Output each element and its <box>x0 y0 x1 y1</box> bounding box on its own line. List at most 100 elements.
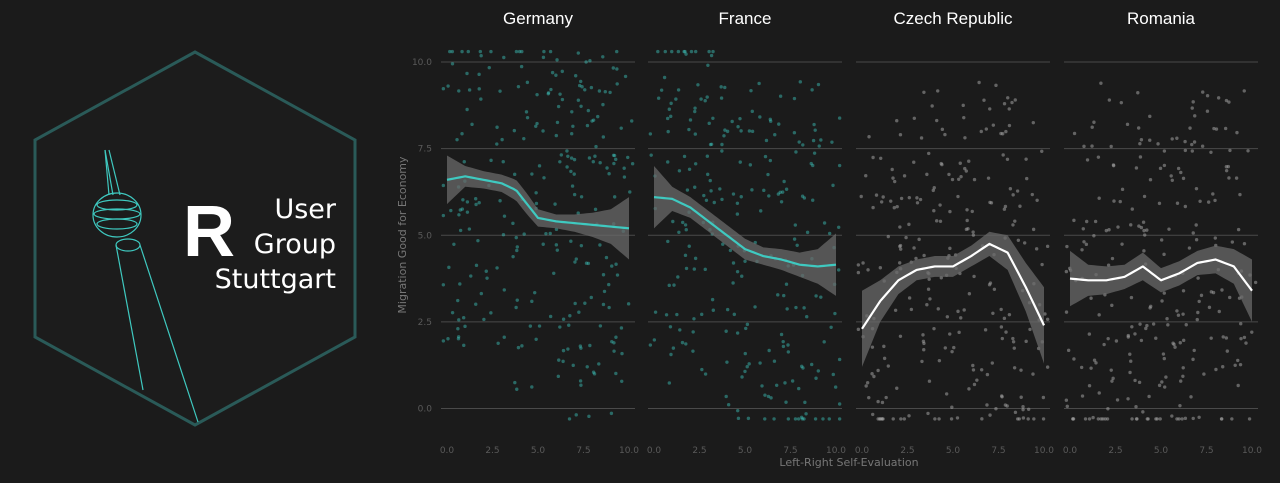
data-point <box>792 131 797 135</box>
data-point <box>949 417 954 421</box>
data-point <box>687 167 692 171</box>
data-point <box>614 262 618 266</box>
data-point <box>1106 336 1110 341</box>
data-point <box>1142 249 1146 253</box>
data-point <box>1019 368 1023 372</box>
data-point <box>511 221 515 226</box>
data-point <box>739 195 743 199</box>
data-point <box>732 312 737 317</box>
data-point <box>723 85 727 90</box>
data-point <box>1094 361 1098 365</box>
data-point <box>542 49 546 54</box>
data-point <box>1138 155 1143 159</box>
data-point <box>961 103 965 108</box>
data-point <box>649 153 653 157</box>
data-point <box>782 179 786 184</box>
data-point <box>1097 313 1101 317</box>
data-point <box>1162 356 1166 361</box>
data-point <box>1221 365 1225 369</box>
data-point <box>757 81 761 86</box>
data-point <box>931 188 935 193</box>
data-point <box>1184 323 1188 327</box>
data-point <box>720 197 724 202</box>
data-point <box>1045 365 1050 369</box>
data-point <box>1032 417 1036 421</box>
data-point <box>525 80 530 85</box>
data-point <box>1192 348 1196 353</box>
data-point <box>684 266 689 271</box>
data-point <box>620 379 624 383</box>
data-point <box>711 49 715 54</box>
data-point <box>535 121 539 126</box>
data-point <box>898 247 903 251</box>
data-point <box>805 230 810 235</box>
data-point <box>1084 242 1089 247</box>
data-point <box>1002 316 1007 321</box>
data-point <box>876 399 880 404</box>
data-point <box>1106 263 1111 267</box>
data-point <box>1141 220 1146 224</box>
facet-title: Czech Republic <box>893 9 1013 28</box>
data-point <box>814 294 818 298</box>
data-point <box>1106 407 1110 411</box>
data-point <box>940 162 944 167</box>
data-point <box>928 297 932 301</box>
data-point <box>1008 187 1013 191</box>
data-point <box>457 213 461 217</box>
data-point <box>1087 332 1092 336</box>
data-point <box>1099 81 1103 85</box>
data-point <box>1196 276 1200 280</box>
data-point <box>983 328 988 332</box>
data-point <box>710 297 715 302</box>
data-point <box>871 412 875 417</box>
data-point <box>474 302 478 306</box>
data-point <box>498 89 502 93</box>
data-point <box>682 154 687 159</box>
data-point <box>922 90 926 94</box>
data-point <box>515 298 519 302</box>
data-point <box>722 134 726 138</box>
data-point <box>520 49 524 54</box>
data-point <box>769 119 773 123</box>
data-point <box>1003 403 1008 407</box>
data-point <box>785 307 789 311</box>
data-point <box>979 368 984 372</box>
data-point <box>822 340 826 344</box>
data-point <box>696 83 700 87</box>
data-point <box>473 197 478 201</box>
data-point <box>1223 126 1228 131</box>
x-tick-label: 10.0 <box>619 446 639 456</box>
data-point <box>446 337 450 341</box>
data-point <box>1235 130 1239 135</box>
data-point <box>1040 262 1044 267</box>
data-point <box>1205 109 1210 113</box>
data-point <box>514 235 518 240</box>
data-point <box>984 127 989 131</box>
data-point <box>693 185 697 189</box>
data-point <box>772 359 777 363</box>
data-point <box>583 301 587 305</box>
data-point <box>762 188 766 193</box>
data-point <box>921 339 926 344</box>
data-point <box>450 62 455 66</box>
data-point <box>763 417 767 421</box>
data-point <box>1007 312 1012 317</box>
data-point <box>693 162 698 166</box>
data-point <box>778 190 782 195</box>
y-tick-label: 7.5 <box>418 145 432 155</box>
data-point <box>1228 148 1232 153</box>
data-point <box>667 283 671 288</box>
data-point <box>833 385 838 389</box>
data-point <box>907 222 911 227</box>
data-point <box>893 308 898 312</box>
data-point <box>611 153 616 158</box>
data-point <box>1211 192 1215 196</box>
data-point <box>569 239 573 243</box>
data-point <box>465 107 469 112</box>
data-point <box>1200 144 1205 148</box>
data-point <box>604 255 609 260</box>
data-point <box>943 132 947 137</box>
data-point <box>822 221 827 225</box>
data-point <box>663 49 667 54</box>
data-point <box>886 364 891 368</box>
